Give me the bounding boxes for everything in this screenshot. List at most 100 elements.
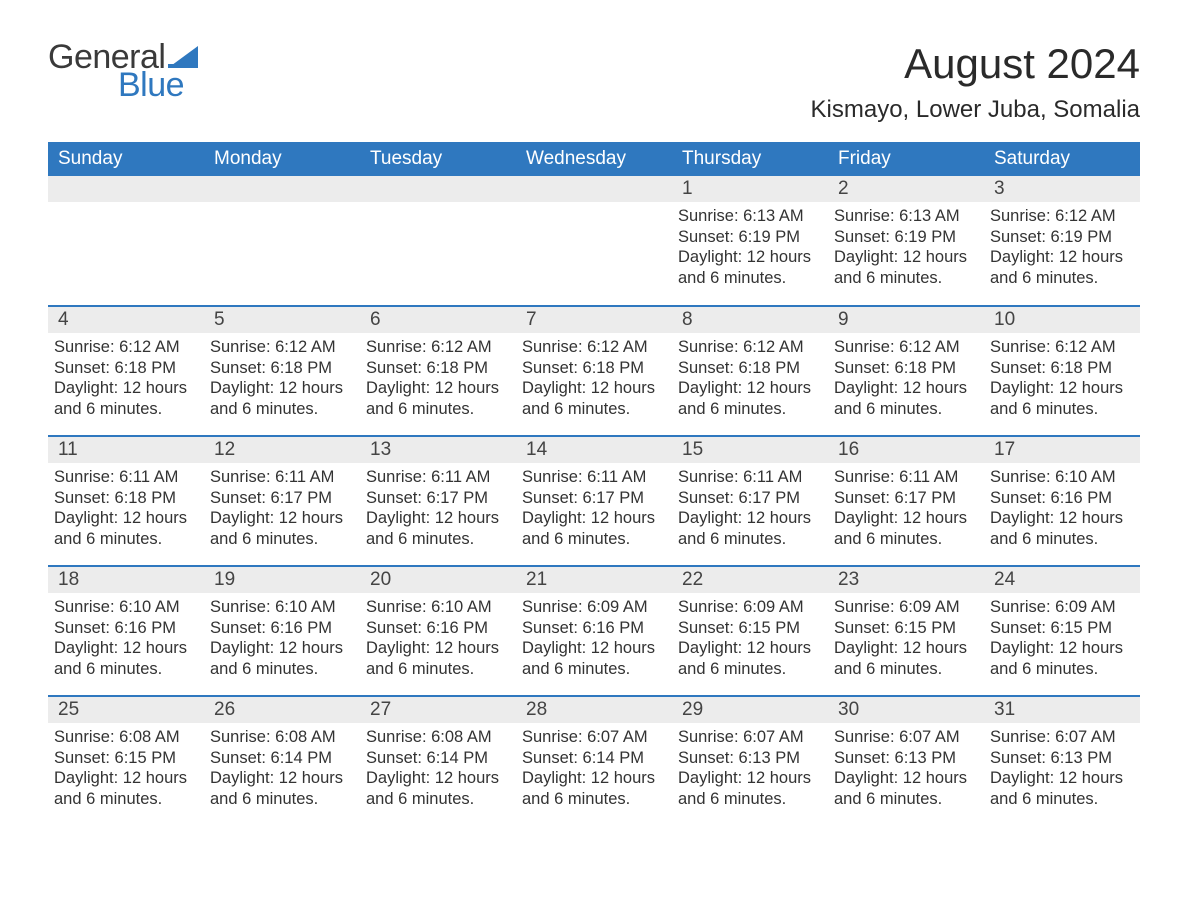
day-details: Sunrise: 6:10 AMSunset: 6:16 PMDaylight:… — [204, 593, 360, 686]
day-details: Sunrise: 6:09 AMSunset: 6:15 PMDaylight:… — [828, 593, 984, 686]
day-details: Sunrise: 6:12 AMSunset: 6:19 PMDaylight:… — [984, 202, 1140, 295]
sunset-text: Sunset: 6:18 PM — [366, 358, 510, 379]
sunrise-text: Sunrise: 6:11 AM — [834, 467, 978, 488]
day-number: 20 — [360, 567, 516, 593]
calendar-week-row: 11Sunrise: 6:11 AMSunset: 6:18 PMDayligh… — [48, 436, 1140, 566]
daylight-text: Daylight: 12 hours and 6 minutes. — [210, 378, 354, 419]
sunset-text: Sunset: 6:13 PM — [990, 748, 1134, 769]
calendar-week-row: 1 Sunrise: 6:13 AM Sunset: 6:19 PMDaylight… — [48, 176, 1140, 306]
day-number: 4 — [48, 307, 204, 333]
sunrise-text: Sunrise: 6:11 AM — [522, 467, 666, 488]
day-number: 10 — [984, 307, 1140, 333]
daylight-text: Daylight: 12 hours and 6 minutes. — [366, 378, 510, 419]
day-details: Sunrise: 6:12 AMSunset: 6:18 PMDaylight:… — [48, 333, 204, 426]
day-number: 2 — [828, 176, 984, 202]
sunrise-text: Sunrise: 6:07 AM — [522, 727, 666, 748]
sunrise-text: Sunrise: 6:08 AM — [54, 727, 198, 748]
day-details: Sunrise: 6:07 AMSunset: 6:13 PMDaylight:… — [828, 723, 984, 816]
sunrise-text: Sunrise: 6:12 AM — [210, 337, 354, 358]
sunrise-text: Sunrise: 6:11 AM — [54, 467, 198, 488]
calendar-day-cell: 9Sunrise: 6:12 AMSunset: 6:18 PMDaylight… — [828, 306, 984, 436]
sunset-text: Sunset: 6:14 PM — [210, 748, 354, 769]
day-number: 25 — [48, 697, 204, 723]
daylight-text: Daylight: 12 hours and 6 minutes. — [834, 768, 978, 809]
sunrise-text: Sunrise: 6:07 AM — [834, 727, 978, 748]
day-number: 1 — [672, 176, 828, 202]
sunset-text: Sunset: 6:15 PM — [834, 618, 978, 639]
sunset-text: Sunset: 6:14 PM — [522, 748, 666, 769]
calendar-day-cell — [360, 176, 516, 306]
calendar-day-cell: 15Sunrise: 6:11 AMSunset: 6:17 PMDayligh… — [672, 436, 828, 566]
calendar-day-cell: 24Sunrise: 6:09 AMSunset: 6:15 PMDayligh… — [984, 566, 1140, 696]
calendar-day-cell: 26Sunrise: 6:08 AMSunset: 6:14 PMDayligh… — [204, 696, 360, 826]
calendar-day-cell: 2Sunrise: 6:13 AMSunset: 6:19 PMDaylight… — [828, 176, 984, 306]
daylight-text: Daylight: 12 hours and 6 minutes. — [522, 508, 666, 549]
daylight-text: Daylight: 12 hours and 6 minutes. — [678, 378, 822, 419]
day-details: Sunrise: 6:08 AMSunset: 6:14 PMDaylight:… — [360, 723, 516, 816]
day-number — [204, 176, 360, 202]
sunrise-text: Sunrise: 6:12 AM — [522, 337, 666, 358]
sunrise-text: Sunrise: 6:11 AM — [210, 467, 354, 488]
day-number: 5 — [204, 307, 360, 333]
day-number: 27 — [360, 697, 516, 723]
day-number: 30 — [828, 697, 984, 723]
sunset-text: Sunset: 6:19 PM — [834, 227, 978, 248]
calendar-day-cell: 1Sunrise: 6:13 AMSunset: 6:19 PMDaylight… — [672, 176, 828, 306]
calendar-week-row: 18Sunrise: 6:10 AMSunset: 6:16 PMDayligh… — [48, 566, 1140, 696]
sunset-text: Sunset: 6:17 PM — [210, 488, 354, 509]
day-number: 28 — [516, 697, 672, 723]
day-number: 18 — [48, 567, 204, 593]
sunrise-text: Sunrise: 6:09 AM — [522, 597, 666, 618]
daylight-text: Daylight: 12 hours and 6 minutes. — [522, 768, 666, 809]
daylight-text: Daylight: 12 hours and 6 minutes. — [834, 247, 978, 288]
day-details: Sunrise: 6:12 AMSunset: 6:18 PMDaylight:… — [360, 333, 516, 426]
daylight-text: Daylight: 12 hours and 6 minutes. — [54, 378, 198, 419]
calendar-day-cell: 13Sunrise: 6:11 AMSunset: 6:17 PMDayligh… — [360, 436, 516, 566]
day-details: Sunrise: 6:11 AMSunset: 6:17 PMDaylight:… — [360, 463, 516, 556]
calendar-day-cell: 4Sunrise: 6:12 AMSunset: 6:18 PMDaylight… — [48, 306, 204, 436]
day-details: Sunrise: 6:12 AMSunset: 6:18 PMDaylight:… — [204, 333, 360, 426]
calendar-day-cell: 20Sunrise: 6:10 AMSunset: 6:16 PMDayligh… — [360, 566, 516, 696]
sunset-text: Sunset: 6:18 PM — [678, 358, 822, 379]
day-number: 22 — [672, 567, 828, 593]
day-number: 21 — [516, 567, 672, 593]
sunrise-text: Sunrise: 6:11 AM — [678, 467, 822, 488]
daylight-text: Daylight: 12 hours and 6 minutes. — [834, 508, 978, 549]
location-subtitle: Kismayo, Lower Juba, Somalia — [811, 96, 1140, 124]
calendar-day-cell: 22Sunrise: 6:09 AMSunset: 6:15 PMDayligh… — [672, 566, 828, 696]
calendar-day-cell: 31Sunrise: 6:07 AMSunset: 6:13 PMDayligh… — [984, 696, 1140, 826]
daylight-text: Daylight: 12 hours and 6 minutes. — [54, 638, 198, 679]
calendar-day-cell: 25Sunrise: 6:08 AMSunset: 6:15 PMDayligh… — [48, 696, 204, 826]
calendar-day-cell — [204, 176, 360, 306]
day-number — [48, 176, 204, 202]
calendar-day-cell — [516, 176, 672, 306]
day-number: 24 — [984, 567, 1140, 593]
day-number: 23 — [828, 567, 984, 593]
day-number: 19 — [204, 567, 360, 593]
sunset-text: Sunset: 6:17 PM — [366, 488, 510, 509]
calendar-day-cell: 8Sunrise: 6:12 AMSunset: 6:18 PMDaylight… — [672, 306, 828, 436]
sunset-text: Sunset: 6:16 PM — [54, 618, 198, 639]
calendar-day-cell: 7Sunrise: 6:12 AMSunset: 6:18 PMDaylight… — [516, 306, 672, 436]
sunset-text: Sunset: 6:18 PM — [210, 358, 354, 379]
day-number: 31 — [984, 697, 1140, 723]
calendar-day-cell: 21Sunrise: 6:09 AMSunset: 6:16 PMDayligh… — [516, 566, 672, 696]
sunrise-text: Sunrise: 6:10 AM — [210, 597, 354, 618]
day-details: Sunrise: 6:10 AMSunset: 6:16 PMDaylight:… — [48, 593, 204, 686]
sunset-text: Sunset: 6:18 PM — [54, 488, 198, 509]
daylight-text: Daylight: 12 hours and 6 minutes. — [210, 508, 354, 549]
day-number: 16 — [828, 437, 984, 463]
day-number: 11 — [48, 437, 204, 463]
weekday-header: Saturday — [984, 142, 1140, 176]
calendar-day-cell: 17Sunrise: 6:10 AMSunset: 6:16 PMDayligh… — [984, 436, 1140, 566]
sunset-text: Sunset: 6:16 PM — [990, 488, 1134, 509]
sunset-text: Sunset: 6:17 PM — [834, 488, 978, 509]
day-number: 12 — [204, 437, 360, 463]
day-number: 29 — [672, 697, 828, 723]
sunrise-text: Sunrise: 6:13 AM — [678, 206, 822, 227]
weekday-header-row: Sunday Monday Tuesday Wednesday Thursday… — [48, 142, 1140, 176]
sunset-text: Sunset: 6:15 PM — [54, 748, 198, 769]
day-details: Sunrise: 6:11 AMSunset: 6:17 PMDaylight:… — [204, 463, 360, 556]
day-details: Sunrise: 6:11 AMSunset: 6:18 PMDaylight:… — [48, 463, 204, 556]
weekday-header: Tuesday — [360, 142, 516, 176]
